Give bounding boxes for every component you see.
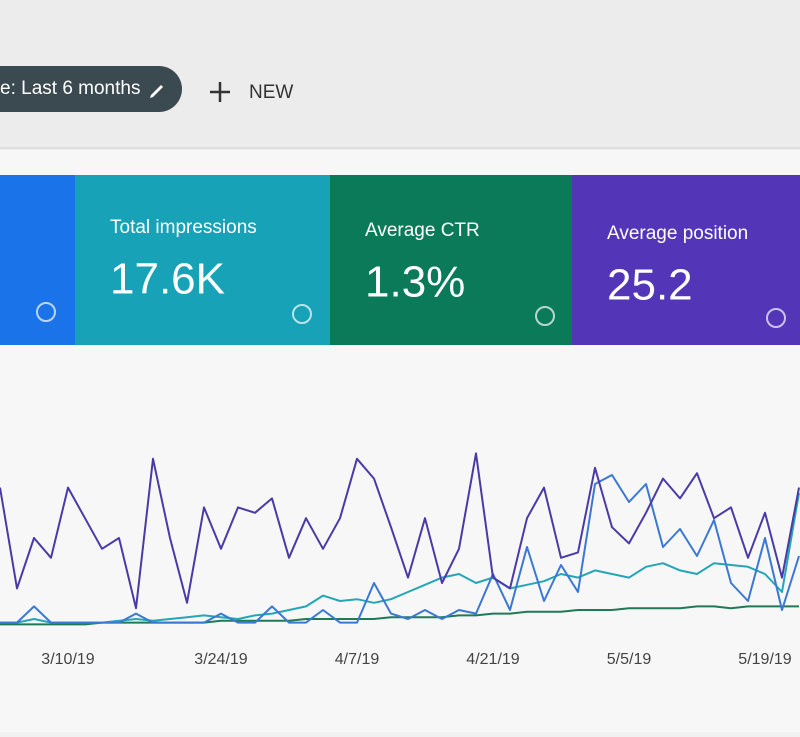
x-tick-label: 3/24/19 <box>194 651 247 668</box>
metric-card[interactable] <box>330 175 572 345</box>
new-button[interactable]: NEW <box>210 82 293 103</box>
series-line <box>0 474 800 624</box>
series-line <box>0 452 800 610</box>
x-tick-label: 5/19/19 <box>738 651 791 668</box>
date-filter-chip[interactable] <box>0 66 182 112</box>
metric-value: 1.3% <box>365 258 465 307</box>
metric-label: Average CTR <box>365 220 480 241</box>
metric-card[interactable] <box>0 175 75 345</box>
x-tick-label: 4/7/19 <box>335 651 380 668</box>
plus-icon <box>210 82 230 102</box>
metric-card[interactable] <box>75 175 330 345</box>
help-icons <box>36 302 786 328</box>
date-filter-text: e: Last 6 months <box>0 78 140 99</box>
metric-label: Average position <box>607 223 748 244</box>
metric-card[interactable] <box>572 175 800 345</box>
x-tick-label: 5/5/19 <box>607 651 652 668</box>
metric-value: 17.6K <box>110 255 225 304</box>
series-line <box>0 492 800 624</box>
edit-icon <box>150 85 163 98</box>
new-button-text: NEW <box>249 82 293 103</box>
metric-value: 25.2 <box>607 261 693 310</box>
x-tick-label: 4/21/19 <box>466 651 519 668</box>
x-tick-label: 3/10/19 <box>41 651 94 668</box>
metric-label: Total impressions <box>110 217 257 238</box>
